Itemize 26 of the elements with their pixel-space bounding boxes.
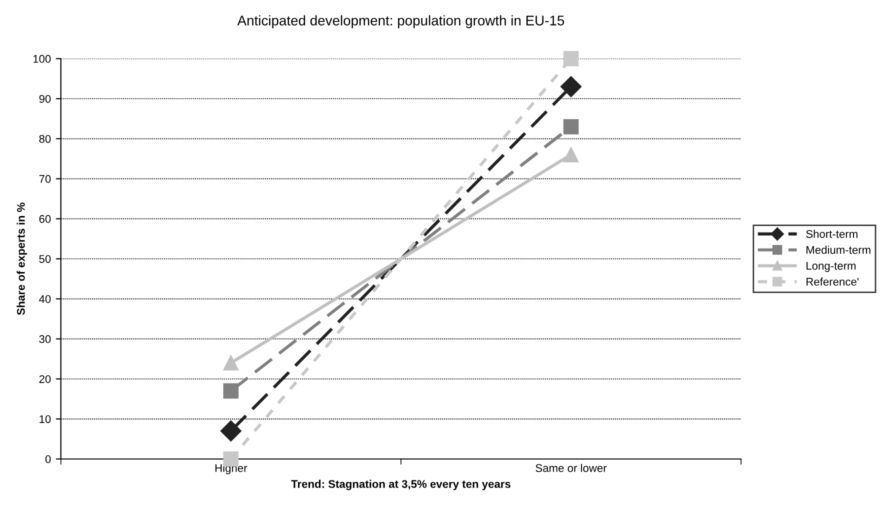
point	[223, 383, 239, 399]
y-tick-label: 50	[39, 255, 51, 263]
x-axis-title: Trend: Stagnation at 3,5% every ten years	[291, 480, 510, 490]
y-tick-label: 80	[39, 134, 51, 143]
point	[560, 76, 582, 98]
y-tick-label: 10	[40, 415, 51, 424]
y-tick-label: 70	[39, 175, 51, 183]
y-tick-label: 60	[39, 215, 51, 223]
y-axis-title: Share of experts in %	[16, 202, 28, 315]
y-tick-label: 90	[39, 94, 51, 103]
y-tick-label: 30	[39, 335, 51, 344]
point	[563, 119, 579, 134]
point	[563, 147, 579, 162]
x-tick-label: Same or lower	[536, 464, 607, 472]
y-tick-label: 40	[39, 295, 51, 303]
point	[220, 420, 242, 442]
y-tick-label: 0	[45, 455, 51, 464]
legend-label: Short-term	[806, 230, 858, 238]
y-tick-label: 20	[39, 375, 51, 384]
point	[223, 355, 239, 371]
legend-label: Reference'	[806, 278, 858, 286]
chart-title: Anticipated development: population growth in EU-15	[237, 15, 564, 28]
y-tick-label: 100	[33, 54, 51, 63]
legend-label: Long-term	[806, 262, 856, 272]
legend-label: Medium-term	[806, 246, 870, 254]
point	[563, 51, 579, 66]
